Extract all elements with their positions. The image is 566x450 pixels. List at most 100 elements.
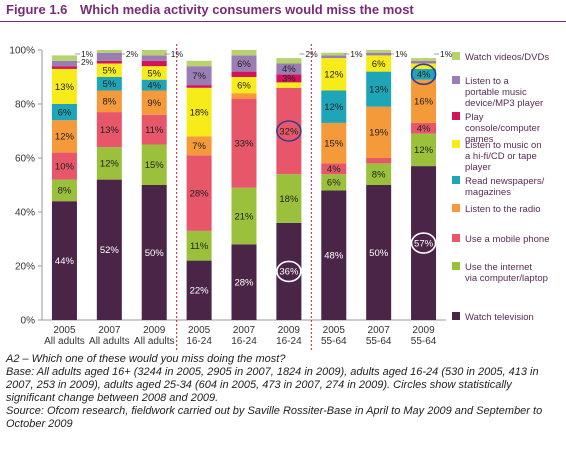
bar-segment: [321, 163, 347, 175]
legend-swatch: [452, 52, 460, 60]
callout-label: 2%: [81, 57, 94, 67]
data-label: 13%: [369, 84, 389, 95]
data-label: 12%: [324, 70, 344, 81]
bar-segment: [231, 55, 257, 72]
bar-segment: [366, 163, 392, 185]
data-label: 28%: [234, 278, 254, 289]
bar-segment: [96, 52, 122, 61]
x-tick-label: 2009: [412, 325, 435, 336]
x-tick-label: 2007: [98, 325, 121, 336]
legend-label: a hi-fi/CD or tape: [465, 151, 537, 162]
bar-segment: [231, 244, 257, 320]
bar-segment: [141, 185, 167, 320]
bar-segment: [411, 68, 437, 80]
legend-label: console/computer: [465, 123, 540, 134]
bar-segment: [366, 158, 392, 164]
y-tick-label: 0%: [21, 316, 36, 327]
chart-notes: A2 – Which one of these would you miss d…: [6, 353, 558, 431]
bar-segment: [276, 87, 302, 175]
data-label: 52%: [100, 245, 120, 256]
bar-segment: [96, 90, 122, 113]
x-tick-label: 16-24: [231, 336, 257, 347]
legend-label: via computer/laptop: [465, 273, 548, 284]
data-label: 8%: [58, 186, 72, 197]
bar-segment: [51, 104, 77, 121]
y-tick-label: 20%: [15, 262, 35, 273]
data-label: 11%: [145, 125, 164, 136]
x-tick-label: All adults: [89, 336, 130, 347]
bar-segment: [321, 122, 347, 164]
bar-segment: [276, 82, 302, 88]
bar-segment: [321, 55, 347, 59]
bar-segment: [276, 174, 302, 223]
data-label: 12%: [414, 145, 434, 156]
data-label: 15%: [324, 138, 344, 149]
bar-segment: [366, 185, 392, 320]
x-tick-label: 55-64: [366, 336, 392, 347]
legend-swatch: [452, 140, 460, 148]
bar-segment: [366, 50, 392, 53]
x-tick-label: 2009: [143, 325, 166, 336]
legend-label: Listen to a: [465, 76, 510, 87]
bar-segment: [231, 50, 257, 56]
data-label: 44%: [55, 256, 75, 267]
data-label: 6%: [372, 59, 386, 70]
bar-segment: [141, 60, 167, 67]
bar-segment: [276, 58, 302, 64]
legend-label: Listen to the radio: [465, 204, 541, 215]
data-label: 32%: [279, 126, 299, 137]
figure-number: Figure 1.6: [6, 2, 68, 17]
legend-label: games: [465, 134, 494, 145]
data-label: 4%: [147, 80, 161, 91]
bar-segment: [321, 58, 347, 91]
data-label: 12%: [100, 159, 120, 170]
data-label: 5%: [102, 79, 116, 90]
data-label: 18%: [190, 107, 210, 118]
x-tick-label: All adults: [134, 336, 175, 347]
bar-segment: [141, 114, 167, 145]
bar-segment: [186, 136, 212, 156]
legend-swatch: [452, 262, 460, 270]
bar-segment: [96, 60, 122, 64]
bar-segment: [366, 55, 392, 72]
bar-segment: [96, 179, 122, 320]
bar-segment: [96, 50, 122, 53]
legend-label: Read newspapers/: [465, 176, 545, 187]
data-label: 48%: [324, 251, 344, 262]
x-tick-label: 2005: [188, 325, 211, 336]
bar-segment: [321, 174, 347, 191]
bar-segment: [231, 77, 257, 94]
bar-segment: [411, 58, 437, 61]
legend-label: Watch videos/DVDs: [465, 52, 549, 63]
data-label: 4%: [282, 64, 296, 75]
bar-segment: [411, 133, 437, 167]
data-label: 15%: [145, 160, 165, 171]
bar-segment: [51, 60, 77, 67]
callout-label: 1%: [350, 49, 363, 59]
legend-swatch: [452, 204, 460, 212]
y-tick-label: 60%: [15, 154, 35, 165]
source-note: Source: Ofcom research, fieldwork carrie…: [6, 405, 543, 430]
bar-segment: [231, 187, 257, 245]
data-label: 4%: [417, 124, 431, 135]
bar-segment: [186, 230, 212, 261]
bar-segment: [186, 60, 212, 67]
data-label: 4%: [327, 164, 341, 175]
bar-segment: [96, 112, 122, 148]
data-label: 13%: [55, 82, 75, 93]
bar-segment: [141, 55, 167, 61]
bar-segment: [51, 66, 77, 69]
data-label: 11%: [190, 241, 209, 252]
bar-segment: [411, 60, 437, 64]
bar-segment: [411, 63, 437, 69]
data-label: 4%: [417, 70, 431, 81]
data-label: 5%: [102, 66, 116, 77]
y-tick-label: 80%: [15, 100, 35, 111]
legend-label: Watch television: [465, 312, 534, 323]
bar-segment: [276, 222, 302, 320]
data-label: 57%: [414, 238, 434, 249]
callout-label: 2%: [305, 49, 318, 59]
figure-heading: Figure 1.6 Which media activity consumer…: [6, 2, 562, 20]
stacked-bar-chart: 0% 20% 40% 60% 80% 100% 44% 8% 10% 12% 6% 13% 52% 12%…: [9, 44, 550, 352]
bar-segment: [186, 85, 212, 88]
